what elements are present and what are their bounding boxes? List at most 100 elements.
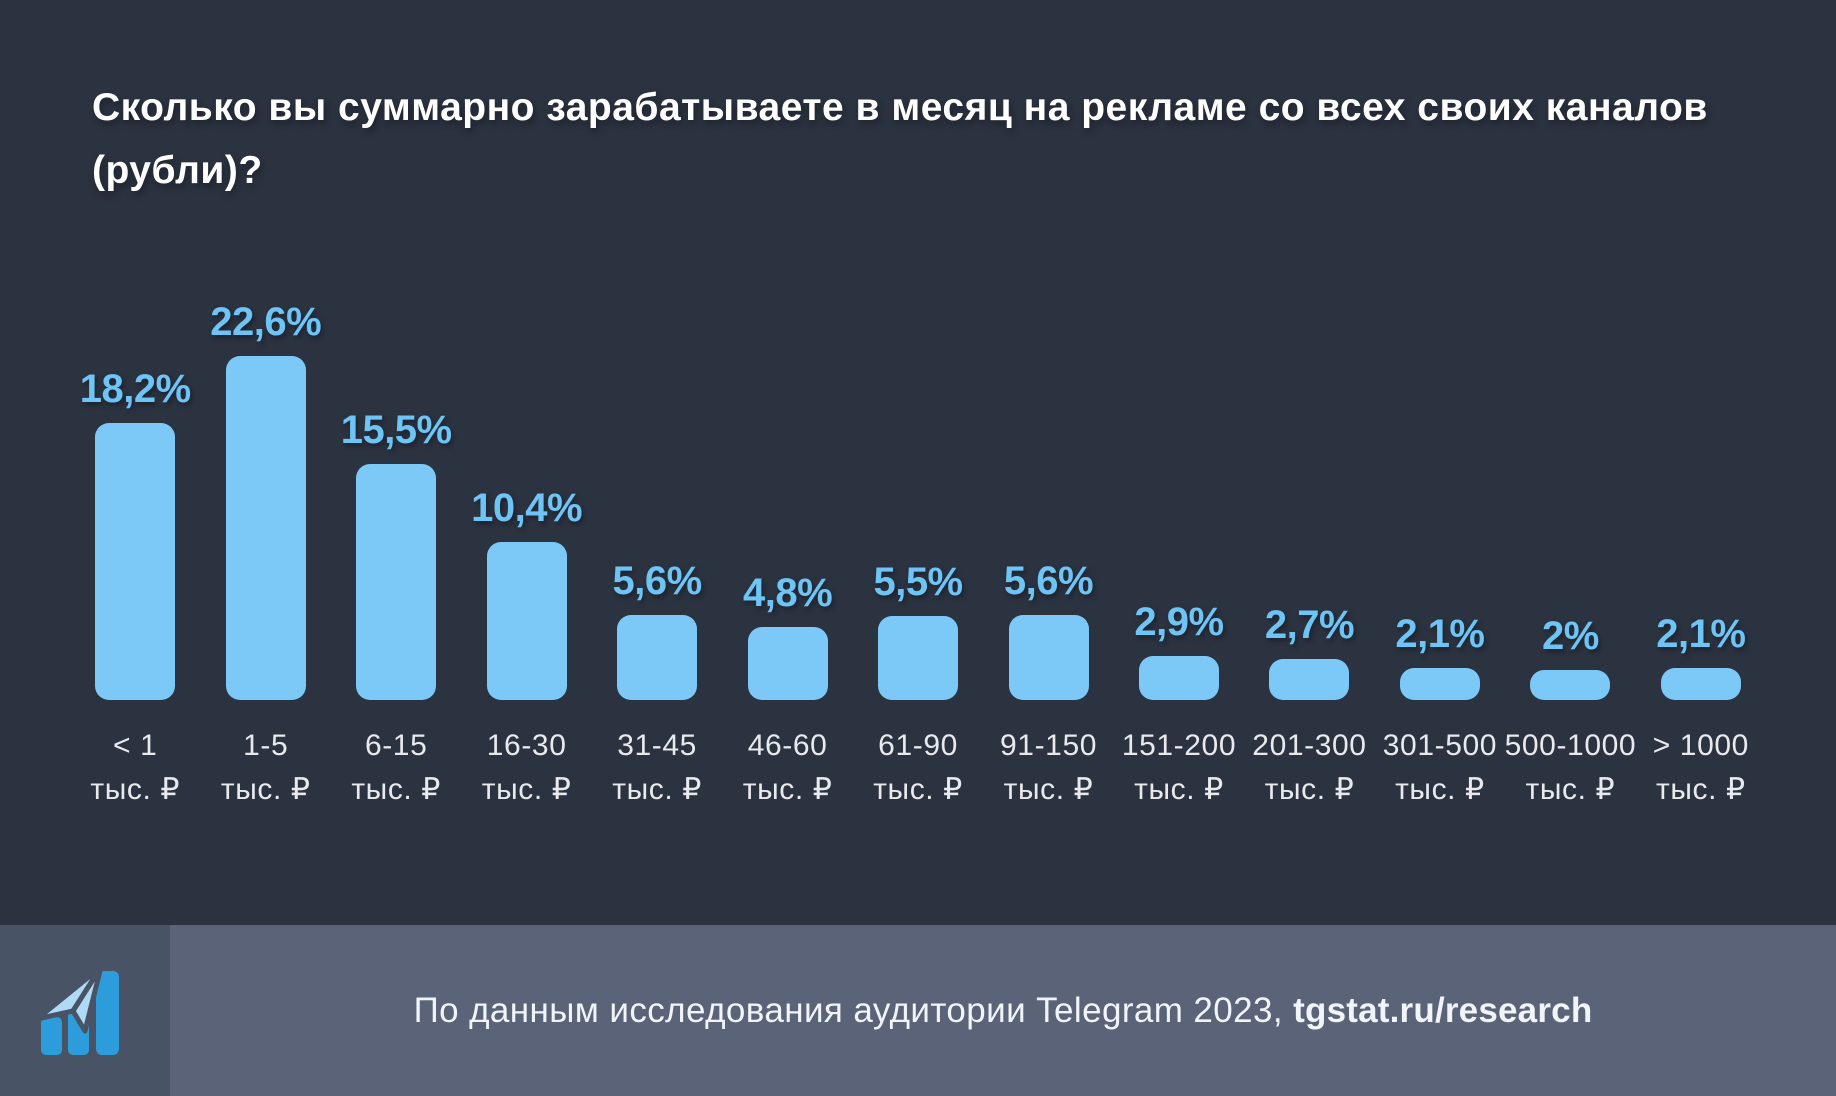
bar[interactable]	[1660, 668, 1741, 700]
plot-cell: 2,1%	[1636, 298, 1766, 700]
category-unit: тыс. ₽	[220, 773, 311, 806]
category-label: > 1000 тыс. ₽	[1653, 724, 1749, 812]
bar-column: 4,8% 46-60 тыс. ₽	[722, 298, 852, 812]
source-link[interactable]: tgstat.ru/research	[1293, 990, 1593, 1030]
category-range: 201-300	[1252, 729, 1367, 762]
category-label: 91-150 тыс. ₽	[1000, 724, 1097, 812]
plot-cell: 2,1%	[1375, 298, 1505, 700]
category-range: 31-45	[617, 729, 697, 762]
bar[interactable]	[747, 627, 828, 700]
bar-value-label: 5,6%	[612, 559, 703, 603]
bar-value-label: 2,1%	[1656, 612, 1746, 656]
logo-paper-plane-icon	[35, 964, 104, 1033]
bar-column: 2,9% 151-200 тыс. ₽	[1114, 298, 1244, 812]
category-unit: тыс. ₽	[1134, 773, 1224, 806]
plot-cell: 2,9%	[1114, 298, 1244, 700]
bar[interactable]	[1530, 670, 1611, 700]
category-label: 46-60 тыс. ₽	[743, 724, 833, 812]
bar[interactable]	[1269, 659, 1350, 700]
bar[interactable]	[878, 616, 959, 700]
category-range: 16-30	[486, 729, 567, 762]
plot-cell: 18,2%	[70, 298, 200, 700]
bar-column: 18,2% < 1 тыс. ₽	[70, 298, 200, 812]
category-range: 6-15	[364, 729, 428, 762]
bar-value-label: 10,4%	[471, 486, 583, 530]
category-label: 31-45 тыс. ₽	[612, 724, 702, 812]
category-unit: тыс. ₽	[1395, 773, 1485, 806]
category-unit: тыс. ₽	[351, 773, 441, 806]
source-text-prefix: По данным исследования аудитории Telegra…	[413, 990, 1294, 1030]
bar-value-label: 2,7%	[1264, 603, 1355, 647]
category-unit: тыс. ₽	[90, 773, 181, 806]
bar-value-label: 4,8%	[742, 571, 833, 615]
category-label: 16-30 тыс. ₽	[482, 724, 572, 812]
category-label: 6-15 тыс. ₽	[351, 724, 441, 812]
plot-cell: 5,6%	[983, 298, 1113, 700]
tgstat-logo-icon	[35, 964, 119, 1055]
bar-value-label: 2,1%	[1395, 612, 1485, 656]
category-label: 1-5 тыс. ₽	[221, 724, 311, 812]
bar[interactable]	[1399, 668, 1480, 700]
bar-column: 22,6% 1-5 тыс. ₽	[200, 298, 330, 812]
category-range: 61-90	[878, 729, 958, 762]
category-unit: тыс. ₽	[481, 773, 572, 806]
category-label: 301-500 тыс. ₽	[1383, 724, 1497, 812]
page-title: Сколько вы суммарно зарабатываете в меся…	[92, 86, 1708, 192]
category-label: 201-300 тыс. ₽	[1252, 724, 1366, 812]
bar-chart: 18,2% < 1 тыс. ₽ 22,6% 1-5 тыс. ₽ 15,5% 6-15 тыс…	[70, 298, 1766, 812]
plot-cell: 5,5%	[853, 298, 983, 700]
category-range: < 1	[113, 729, 158, 762]
plot-cell: 10,4%	[461, 298, 591, 700]
footer: По данным исследования аудитории Telegra…	[0, 925, 1836, 1096]
bar-column: 15,5% 6-15 тыс. ₽	[331, 298, 461, 812]
bar-column: 2% 500-1000 тыс. ₽	[1505, 298, 1637, 812]
category-unit: тыс. ₽	[612, 773, 702, 806]
category-range: 91-150	[1000, 729, 1098, 762]
category-unit: тыс. ₽	[1656, 773, 1746, 806]
bar[interactable]	[617, 615, 698, 700]
plot-cell: 15,5%	[331, 298, 461, 700]
plot-cell: 4,8%	[722, 298, 852, 700]
bar-value-label: 22,6%	[210, 300, 322, 344]
bar-column: 2,1% > 1000 тыс. ₽	[1636, 298, 1766, 812]
bar-column: 5,6% 91-150 тыс. ₽	[983, 298, 1113, 812]
category-range: 500-1000	[1504, 729, 1637, 762]
bar[interactable]	[225, 356, 306, 700]
category-unit: тыс. ₽	[873, 773, 963, 806]
bar-column: 10,4% 16-30 тыс. ₽	[461, 298, 591, 812]
plot-cell: 2%	[1505, 298, 1635, 700]
category-label: 151-200 тыс. ₽	[1122, 724, 1236, 812]
category-unit: тыс. ₽	[1003, 773, 1094, 806]
plot-cell: 22,6%	[200, 298, 330, 700]
bar-value-label: 5,6%	[1003, 559, 1094, 603]
plot-cell: 5,6%	[592, 298, 722, 700]
category-unit: тыс. ₽	[1264, 773, 1355, 806]
category-range: 46-60	[747, 729, 828, 762]
plot-cell: 2,7%	[1244, 298, 1374, 700]
category-unit: тыс. ₽	[1525, 773, 1616, 806]
category-label: < 1 тыс. ₽	[90, 724, 180, 812]
bar-value-label: 15,5%	[340, 408, 452, 452]
category-range: 1-5	[243, 729, 289, 762]
bar-value-label: 2,9%	[1134, 600, 1224, 644]
category-label: 61-90 тыс. ₽	[873, 724, 963, 812]
bar-column: 5,6% 31-45 тыс. ₽	[592, 298, 722, 812]
bar[interactable]	[1138, 656, 1219, 700]
bar-value-label: 2%	[1541, 614, 1599, 658]
bar[interactable]	[1008, 615, 1089, 700]
category-range: 151-200	[1121, 729, 1237, 762]
bar-value-label: 18,2%	[79, 367, 191, 411]
bar-column: 2,7% 201-300 тыс. ₽	[1244, 298, 1374, 812]
bar-value-label: 5,5%	[873, 560, 963, 604]
bar-column: 5,5% 61-90 тыс. ₽	[853, 298, 983, 812]
bar[interactable]	[486, 542, 567, 700]
category-range: 301-500	[1382, 729, 1498, 762]
bar[interactable]	[356, 464, 437, 700]
tgstat-logo[interactable]	[0, 925, 170, 1096]
source-text: По данным исследования аудитории Telegra…	[170, 991, 1836, 1031]
bar[interactable]	[95, 423, 176, 700]
category-label: 500-1000 тыс. ₽	[1505, 724, 1637, 812]
category-range: > 1000	[1652, 729, 1749, 762]
bar-column: 2,1% 301-500 тыс. ₽	[1375, 298, 1505, 812]
category-unit: тыс. ₽	[742, 773, 833, 806]
